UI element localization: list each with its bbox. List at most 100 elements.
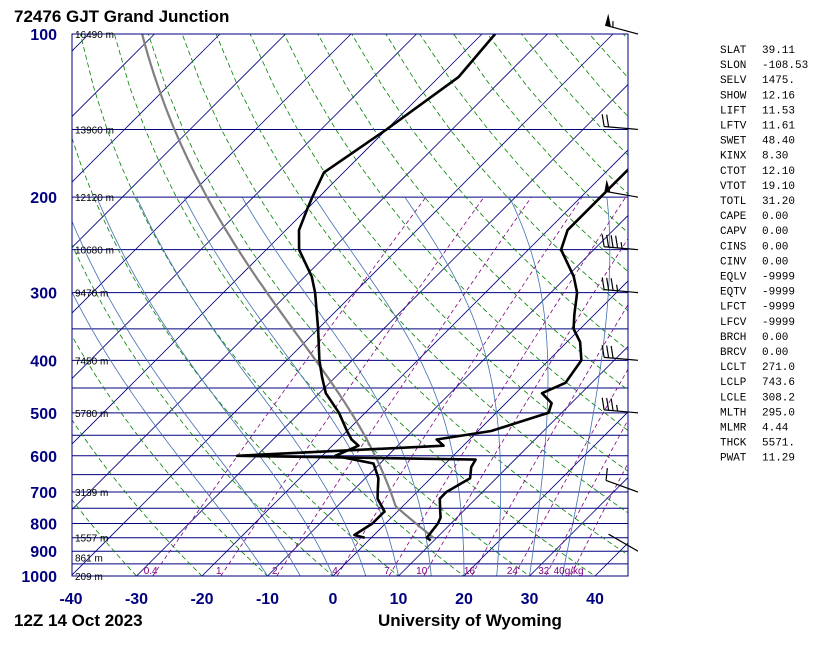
height-label: 1557 m xyxy=(75,534,108,545)
temperature-axis: -40 -30 -20 -10 0 10 20 30 40 xyxy=(59,591,604,608)
wind-barb xyxy=(601,234,639,251)
index-name: LFCT xyxy=(720,302,747,314)
index-value: 48.40 xyxy=(762,136,795,148)
moist-adiabat xyxy=(72,291,268,576)
index-value: 11.61 xyxy=(762,121,795,133)
index-name: BRCV xyxy=(720,347,747,359)
index-value: -108.53 xyxy=(762,60,808,72)
index-name: EQTV xyxy=(720,287,747,299)
wind-barb xyxy=(601,397,639,414)
temperature-tick-label: -20 xyxy=(190,591,213,608)
index-value: 11.29 xyxy=(762,453,795,465)
mixing-ratio-line xyxy=(545,419,628,576)
dry-adiabat xyxy=(249,34,628,472)
height-labels: 16490 m 13960 m 12120 m 10680 m 9470 m 7450 m… xyxy=(75,30,114,583)
index-name: TOTL xyxy=(720,196,746,208)
moist-adiabat xyxy=(241,196,432,576)
dry-adiabat xyxy=(827,34,838,588)
wind-barb xyxy=(601,345,639,361)
mixing-ratio-line xyxy=(276,196,532,576)
index-value: 4.44 xyxy=(762,423,789,435)
index-name: CINS xyxy=(720,241,747,253)
height-label: 209 m xyxy=(75,572,103,583)
index-value: 12.10 xyxy=(762,166,795,178)
index-value: 0.00 xyxy=(762,211,788,223)
height-label: 861 m xyxy=(75,554,103,565)
pressure-tick-label: 700 xyxy=(30,485,57,502)
dry-adiabat xyxy=(72,243,334,576)
index-value: -9999 xyxy=(762,287,795,299)
mixing-ratio-line xyxy=(336,196,583,576)
wind-barb xyxy=(605,468,639,493)
wind-barb xyxy=(605,13,639,35)
index-name: BRCH xyxy=(720,332,746,344)
index-value: 743.6 xyxy=(762,377,795,389)
mixing-ratio-label: 2 xyxy=(272,566,278,577)
index-name: SHOW xyxy=(720,90,747,102)
wind-barb xyxy=(608,533,639,552)
dry-adiabat xyxy=(385,34,628,312)
index-name: MLMR xyxy=(720,423,747,435)
mixing-ratio-line xyxy=(152,196,427,576)
pressure-tick-label: 100 xyxy=(30,27,57,44)
pressure-axis: 100 200 300 400 500 600 700 800 900 1000 xyxy=(21,27,57,586)
pressure-tick-label: 600 xyxy=(30,449,57,466)
temperature-tick-label: -40 xyxy=(59,591,82,608)
index-name: SWET xyxy=(720,136,747,148)
moist-adiabat xyxy=(314,196,465,576)
index-value: 12.16 xyxy=(762,90,795,102)
index-value: 0.00 xyxy=(762,332,788,344)
footer-source: University of Wyoming xyxy=(378,611,562,630)
mixing-ratio-line xyxy=(220,196,485,576)
pressure-tick-label: 1000 xyxy=(21,569,57,586)
height-label: 3139 m xyxy=(75,488,108,499)
isotherm-line xyxy=(0,34,24,587)
temperature-tick-label: 30 xyxy=(521,591,539,608)
isotherm-line xyxy=(397,345,628,576)
pressure-tick-label: 400 xyxy=(30,353,57,370)
dry-adiabat xyxy=(419,34,628,273)
index-value: 271.0 xyxy=(762,362,795,374)
isotherm-line xyxy=(332,280,628,576)
index-value: 8.30 xyxy=(762,151,788,163)
index-name: SLAT xyxy=(720,45,747,57)
isotherm-line xyxy=(72,34,417,380)
height-label: 7450 m xyxy=(75,356,108,367)
isotherm-line xyxy=(72,34,221,183)
plot-frame xyxy=(71,33,629,577)
dry-adiabat xyxy=(657,34,838,588)
dry-adiabat xyxy=(215,34,628,514)
index-value: 31.20 xyxy=(762,196,795,208)
temperature-tick-label: -10 xyxy=(256,591,279,608)
sounding-profiles xyxy=(235,34,628,542)
moist-adiabat xyxy=(183,197,399,576)
index-value: 0.00 xyxy=(762,256,788,268)
height-label: 12120 m xyxy=(75,193,114,204)
wind-barb xyxy=(604,179,639,198)
index-name: CTOT xyxy=(720,166,747,178)
index-name: VTOT xyxy=(720,181,747,193)
mixing-ratio-label: 1 xyxy=(216,566,222,577)
moist-adiabat xyxy=(72,220,301,576)
index-value: 295.0 xyxy=(762,407,795,419)
mixing-ratio-line xyxy=(513,368,628,576)
dry-adiabat xyxy=(72,419,203,576)
temperature-tick-label: 0 xyxy=(329,591,338,608)
mixing-ratio-label: 24 xyxy=(507,566,519,577)
mixing-ratio-line xyxy=(570,462,628,576)
footer-date: 12Z 14 Oct 2023 xyxy=(14,611,143,630)
index-name: SELV xyxy=(720,75,747,87)
mixing-ratio-label: 7 xyxy=(384,566,390,577)
mixing-ratio-label: 32 xyxy=(538,566,550,577)
isotherm-line xyxy=(72,34,90,52)
pressure-tick-label: 500 xyxy=(30,406,57,423)
index-value: -9999 xyxy=(762,317,795,329)
dry-adiabat xyxy=(80,34,465,576)
isotherm-line xyxy=(72,34,352,314)
index-value: 39.11 xyxy=(762,45,795,57)
dry-adiabat xyxy=(72,137,400,576)
isotherm-line xyxy=(72,34,548,511)
wind-barb xyxy=(601,114,639,131)
index-value: -9999 xyxy=(762,272,795,284)
